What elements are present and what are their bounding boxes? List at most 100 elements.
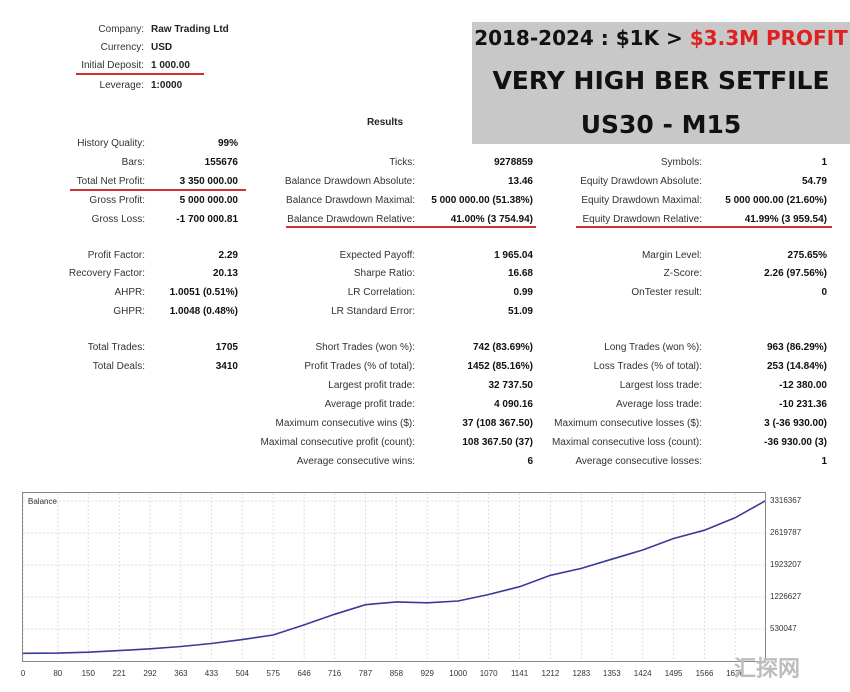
stat-value: 6	[527, 456, 533, 467]
info-currency-value: USD	[151, 42, 173, 53]
stat-label: Profit Trades (% of total):	[304, 361, 415, 372]
promo-banner: 2018-2024 : $1K > $3.3M PROFIT VERY HIGH…	[472, 22, 850, 144]
balance-drawdown-underline	[286, 226, 536, 228]
banner-line-1: 2018-2024 : $1K > $3.3M PROFIT	[472, 26, 850, 50]
stat-value: 54.79	[801, 176, 827, 187]
stat-label: Maximal consecutive profit (count):	[260, 437, 415, 448]
info-deposit-value: 1 000.00	[151, 60, 190, 71]
net-profit-underline	[70, 189, 246, 191]
stat-label: Recovery Factor:	[68, 268, 145, 279]
stat-value: 275.65%	[787, 250, 827, 261]
x-tick-label: 858	[389, 669, 404, 678]
stat-value: 4 090.16	[494, 399, 533, 410]
stat-value: 0.99	[513, 287, 533, 298]
y-tick-label: 2619787	[770, 528, 802, 537]
stat-value: 37 (108 367.50)	[462, 418, 533, 429]
stat-label: GHPR:	[113, 306, 145, 317]
x-tick-label: 433	[204, 669, 219, 678]
stat-value: 99%	[217, 138, 238, 149]
stat-value: 0	[821, 287, 827, 298]
x-tick-label: 1353	[602, 669, 621, 678]
stat-value: 3 350 000.00	[179, 176, 238, 187]
x-tick-label: 221	[112, 669, 126, 678]
x-tick-label: 0	[20, 669, 26, 678]
stat-label: Profit Factor:	[87, 250, 145, 261]
stat-value: 2.29	[218, 250, 238, 261]
stat-label: Total Net Profit:	[76, 176, 145, 187]
stat-label: Equity Drawdown Maximal:	[581, 195, 702, 206]
x-tick-label: 1212	[541, 669, 560, 678]
x-tick-label: 716	[327, 669, 342, 678]
info-deposit-label: Initial Deposit:	[81, 60, 144, 71]
banner-line-3: US30 - M15	[580, 110, 742, 139]
stat-label: Gross Loss:	[91, 214, 145, 225]
x-tick-label: 1566	[695, 669, 714, 678]
stat-label: History Quality:	[77, 138, 145, 149]
stat-label: Equity Drawdown Relative:	[582, 214, 703, 225]
x-tick-label: 363	[174, 669, 188, 678]
stat-value: 9278859	[494, 157, 533, 168]
stat-label: Expected Payoff:	[339, 250, 415, 261]
stat-label: Bars:	[121, 157, 145, 168]
stat-value: 1705	[215, 342, 238, 353]
stat-label: Average loss trade:	[616, 399, 702, 410]
stat-value: 155676	[204, 157, 238, 168]
stat-label: Loss Trades (% of total):	[593, 361, 702, 372]
stat-label: Equity Drawdown Absolute:	[580, 176, 702, 187]
banner-line-1-prefix: 2018-2024 : $1K >	[474, 26, 690, 50]
stat-label: Maximum consecutive losses ($):	[554, 418, 702, 429]
stat-value: 963 (86.29%)	[766, 342, 827, 353]
equity-drawdown-underline	[576, 226, 832, 228]
stat-value: 5 000 000.00 (51.38%)	[431, 195, 533, 206]
site-watermark: 汇探网	[734, 657, 801, 682]
info-currency-label: Currency:	[100, 42, 144, 53]
stat-label: Balance Drawdown Relative:	[287, 214, 415, 225]
y-tick-label: 1226627	[770, 592, 802, 601]
stat-value: 1452 (85.16%)	[467, 361, 533, 372]
stat-label: Total Trades:	[87, 342, 145, 353]
stat-label: Total Deals:	[92, 361, 145, 372]
stat-value: 41.00% (3 754.94)	[450, 214, 533, 225]
stat-label: Average profit trade:	[324, 399, 415, 410]
x-tick-label: 1000	[449, 669, 468, 678]
results-title: Results	[366, 117, 404, 128]
info-leverage-value: 1:0000	[151, 80, 183, 91]
x-tick-label: 1283	[572, 669, 591, 678]
balance-line	[23, 500, 765, 655]
x-tick-label: 150	[81, 669, 95, 678]
stat-value: 32 737.50	[488, 380, 534, 391]
stat-label: Margin Level:	[641, 250, 702, 261]
stat-label: LR Correlation:	[347, 287, 415, 298]
balance-chart-frame	[22, 492, 766, 662]
x-tick-label: 787	[358, 669, 373, 678]
stat-label: Sharpe Ratio:	[353, 268, 415, 279]
stat-label: OnTester result:	[631, 287, 702, 298]
x-tick-label: 575	[266, 669, 280, 678]
stat-label: Balance Drawdown Absolute:	[284, 176, 415, 187]
stat-value: 1 965.04	[494, 250, 533, 261]
stat-label: Ticks:	[389, 157, 415, 168]
stat-label: AHPR:	[114, 287, 145, 298]
x-tick-label: 646	[297, 669, 311, 678]
stat-label: Symbols:	[660, 157, 702, 168]
stat-value: 41.99% (3 959.54)	[744, 214, 827, 225]
y-tick-label: 530047	[770, 624, 797, 633]
x-tick-label: 929	[420, 669, 434, 678]
info-company-label: Company:	[98, 24, 144, 35]
stat-value: 51.09	[507, 306, 533, 317]
stat-label: Balance Drawdown Maximal:	[286, 195, 415, 206]
x-tick-label: 1495	[664, 669, 683, 678]
stat-label: Z-Score:	[663, 268, 702, 279]
chart-title: Balance	[28, 497, 57, 506]
x-tick-label: 292	[143, 669, 157, 678]
stat-value: -10 231.36	[779, 399, 827, 410]
stat-label: Maximum consecutive wins ($):	[275, 418, 415, 429]
stat-value: 5 000 000.00 (21.60%)	[725, 195, 827, 206]
stat-label: Long Trades (won %):	[604, 342, 702, 353]
x-tick-label: 504	[235, 669, 249, 678]
y-tick-label: 1923207	[770, 560, 802, 569]
stat-label: Largest loss trade:	[619, 380, 702, 391]
banner-line-2: VERY HIGH BER SETFILE	[492, 66, 830, 95]
stat-label: Short Trades (won %):	[315, 342, 415, 353]
deposit-underline	[76, 73, 204, 75]
